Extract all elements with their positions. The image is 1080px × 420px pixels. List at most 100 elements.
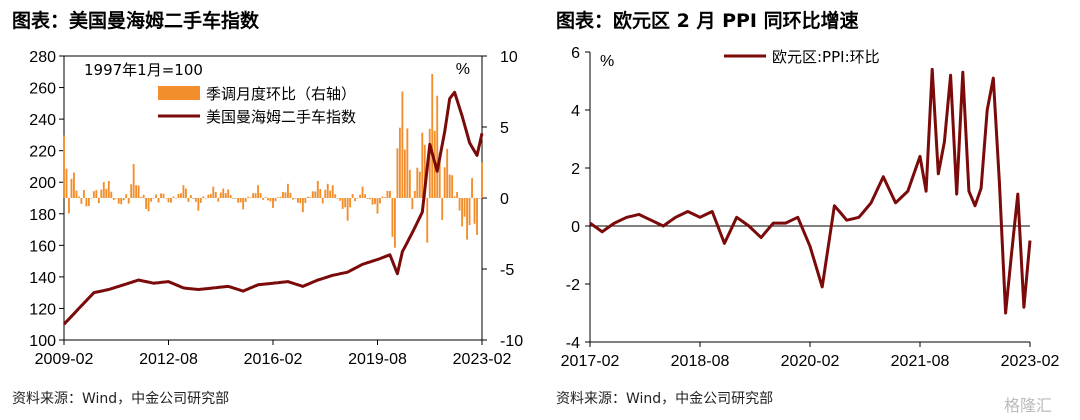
bar-2022-10 <box>471 178 473 198</box>
bar-2014-02 <box>212 186 215 198</box>
left-y-tick-label: 180 <box>29 207 56 224</box>
bar-2014-08 <box>227 189 230 198</box>
bar-2010-09 <box>110 191 113 198</box>
bar-2013-05 <box>189 195 192 198</box>
bar-2021-02 <box>421 132 424 198</box>
bar-2017-06 <box>311 191 314 198</box>
bar-2013-09 <box>199 198 202 203</box>
bar-2012-11 <box>175 198 177 199</box>
bar-2016-11 <box>294 198 297 199</box>
bar-2020-01 <box>389 190 391 198</box>
base-note: 1997年1月=100 <box>84 61 203 79</box>
bar-2019-04 <box>366 198 369 199</box>
bar-2010-01 <box>90 198 93 199</box>
bar-2021-05 <box>428 128 431 198</box>
bar-2012-05 <box>160 193 162 198</box>
y-tick-label: 4 <box>571 103 580 120</box>
bar-2020-05 <box>398 127 401 198</box>
bar-2015-12 <box>267 198 269 201</box>
bar-2021-11 <box>443 167 446 198</box>
bar-2009-04 <box>68 198 70 214</box>
bar-2011-11 <box>145 198 148 209</box>
bar-2021-04 <box>426 198 429 243</box>
bar-2020-04 <box>396 148 399 198</box>
bar-2016-03 <box>274 198 277 202</box>
bar-2009-07 <box>75 190 78 198</box>
bar-2019-10 <box>381 196 384 198</box>
bar-2014-10 <box>232 198 235 199</box>
y-tick-label: 2 <box>571 161 580 178</box>
bar-2011-05 <box>130 184 133 198</box>
left-y-tick-label: 100 <box>29 333 56 350</box>
bar-2009-08 <box>77 196 80 198</box>
bar-2013-10 <box>202 196 205 198</box>
bar-2017-03 <box>304 198 307 203</box>
bar-2022-11 <box>473 198 476 224</box>
ppi-mom-line <box>589 67 1032 315</box>
bar-2010-08 <box>107 180 110 198</box>
bar-2019-12 <box>386 190 389 198</box>
left-y-tick-label: 120 <box>29 301 56 318</box>
bar-2009-11 <box>85 198 88 207</box>
bar-2016-04 <box>277 197 279 198</box>
y-tick-label: -2 <box>566 277 580 294</box>
bar-2010-11 <box>115 198 118 199</box>
bar-2017-11 <box>324 189 327 198</box>
bar-2017-08 <box>316 180 319 198</box>
y-axis-unit: % <box>600 53 614 70</box>
bar-2015-10 <box>262 198 264 200</box>
bar-2017-12 <box>326 183 329 198</box>
x-tick-label: 2023-02 <box>453 351 512 368</box>
bar-2020-09 <box>408 169 411 198</box>
bar-2017-05 <box>309 197 312 198</box>
bar-2017-10 <box>321 198 324 204</box>
bar-2014-04 <box>217 198 220 202</box>
left-y-tick-label: 160 <box>29 238 56 255</box>
bar-2015-05 <box>249 197 252 199</box>
bar-2010-12 <box>117 198 120 204</box>
bar-2021-03 <box>423 144 426 198</box>
bar-2015-01 <box>239 198 242 203</box>
bar-2019-05 <box>369 198 371 200</box>
bar-2012-04 <box>157 198 160 203</box>
bar-2012-09 <box>170 198 172 203</box>
bar-2012-10 <box>172 196 175 198</box>
bar-2014-11 <box>234 198 237 199</box>
bar-2015-11 <box>264 197 267 198</box>
bar-2020-06 <box>401 91 404 198</box>
bar-2012-02 <box>152 198 155 199</box>
bar-2010-05 <box>100 189 103 198</box>
bar-2014-06 <box>222 188 225 198</box>
bar-2021-12 <box>446 148 449 198</box>
watermark-logo: 格隆汇 <box>1004 396 1053 415</box>
bar-2021-10 <box>441 198 444 220</box>
bar-2010-07 <box>105 188 108 198</box>
bar-2011-10 <box>142 194 145 198</box>
bar-2022-09 <box>468 198 471 226</box>
bar-2019-07 <box>374 198 376 205</box>
bar-2013-03 <box>184 188 187 198</box>
bar-2016-08 <box>286 183 289 198</box>
bar-2010-03 <box>95 190 98 198</box>
bar-2013-02 <box>182 185 185 198</box>
bar-2018-05 <box>339 198 342 201</box>
bar-2010-04 <box>97 198 100 204</box>
left-y-tick-label: 220 <box>29 144 56 161</box>
bar-2016-12 <box>296 198 299 203</box>
bar-2022-01 <box>448 174 451 198</box>
bar-2011-01 <box>120 198 123 205</box>
bar-2013-12 <box>207 194 210 198</box>
bar-2021-09 <box>438 152 441 198</box>
right-y-tick-label: 10 <box>500 49 518 66</box>
bar-2018-03 <box>334 194 337 198</box>
bar-2023-01 <box>478 198 481 199</box>
bar-2013-06 <box>192 198 195 199</box>
bar-2009-03 <box>65 168 68 198</box>
legend-bar-label: 季调月度环比（右轴） <box>206 85 356 103</box>
bar-2020-10 <box>411 198 414 210</box>
bar-2011-08 <box>137 185 140 198</box>
bar-2018-07 <box>344 198 347 208</box>
left-y-tick-label: 140 <box>29 270 56 287</box>
bar-2017-01 <box>299 198 302 204</box>
bar-2012-07 <box>165 198 167 199</box>
